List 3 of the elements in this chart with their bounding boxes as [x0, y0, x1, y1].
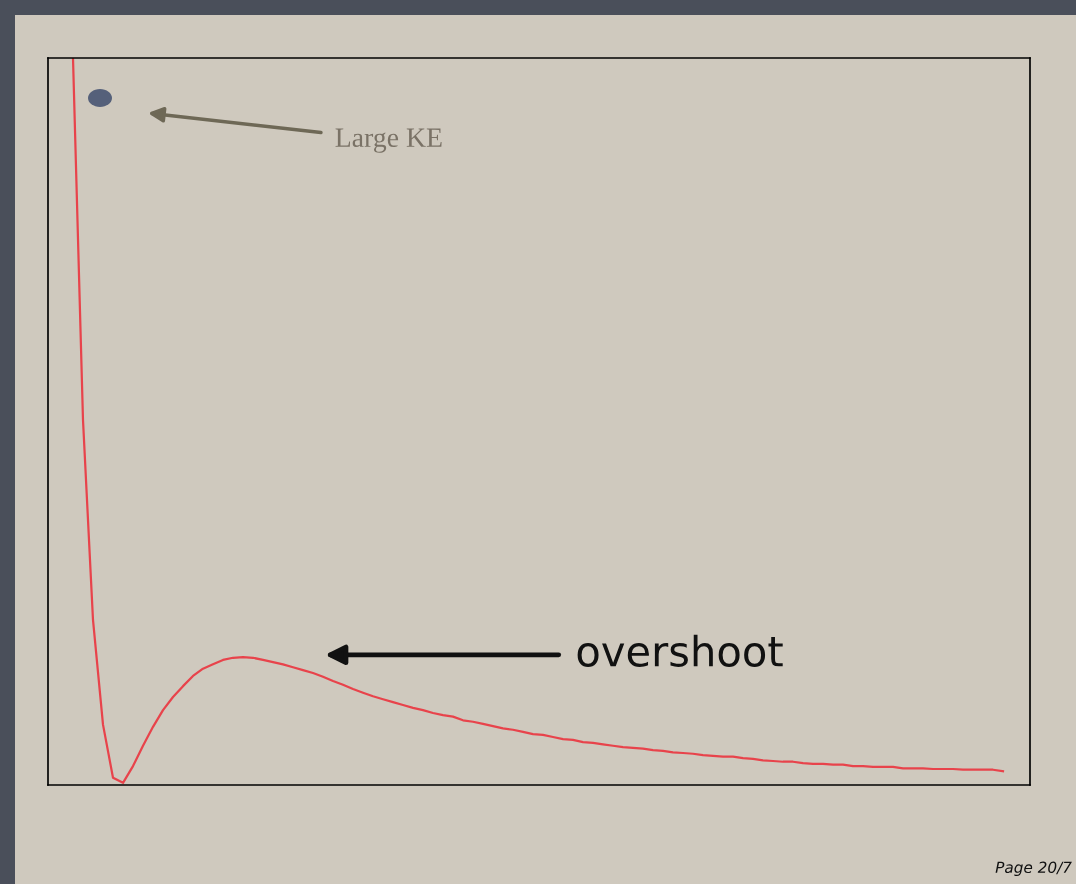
annotation: Large KE: [335, 128, 442, 153]
annotation: overshoot: [577, 634, 783, 667]
text: Page 20/7: [995, 861, 1072, 876]
